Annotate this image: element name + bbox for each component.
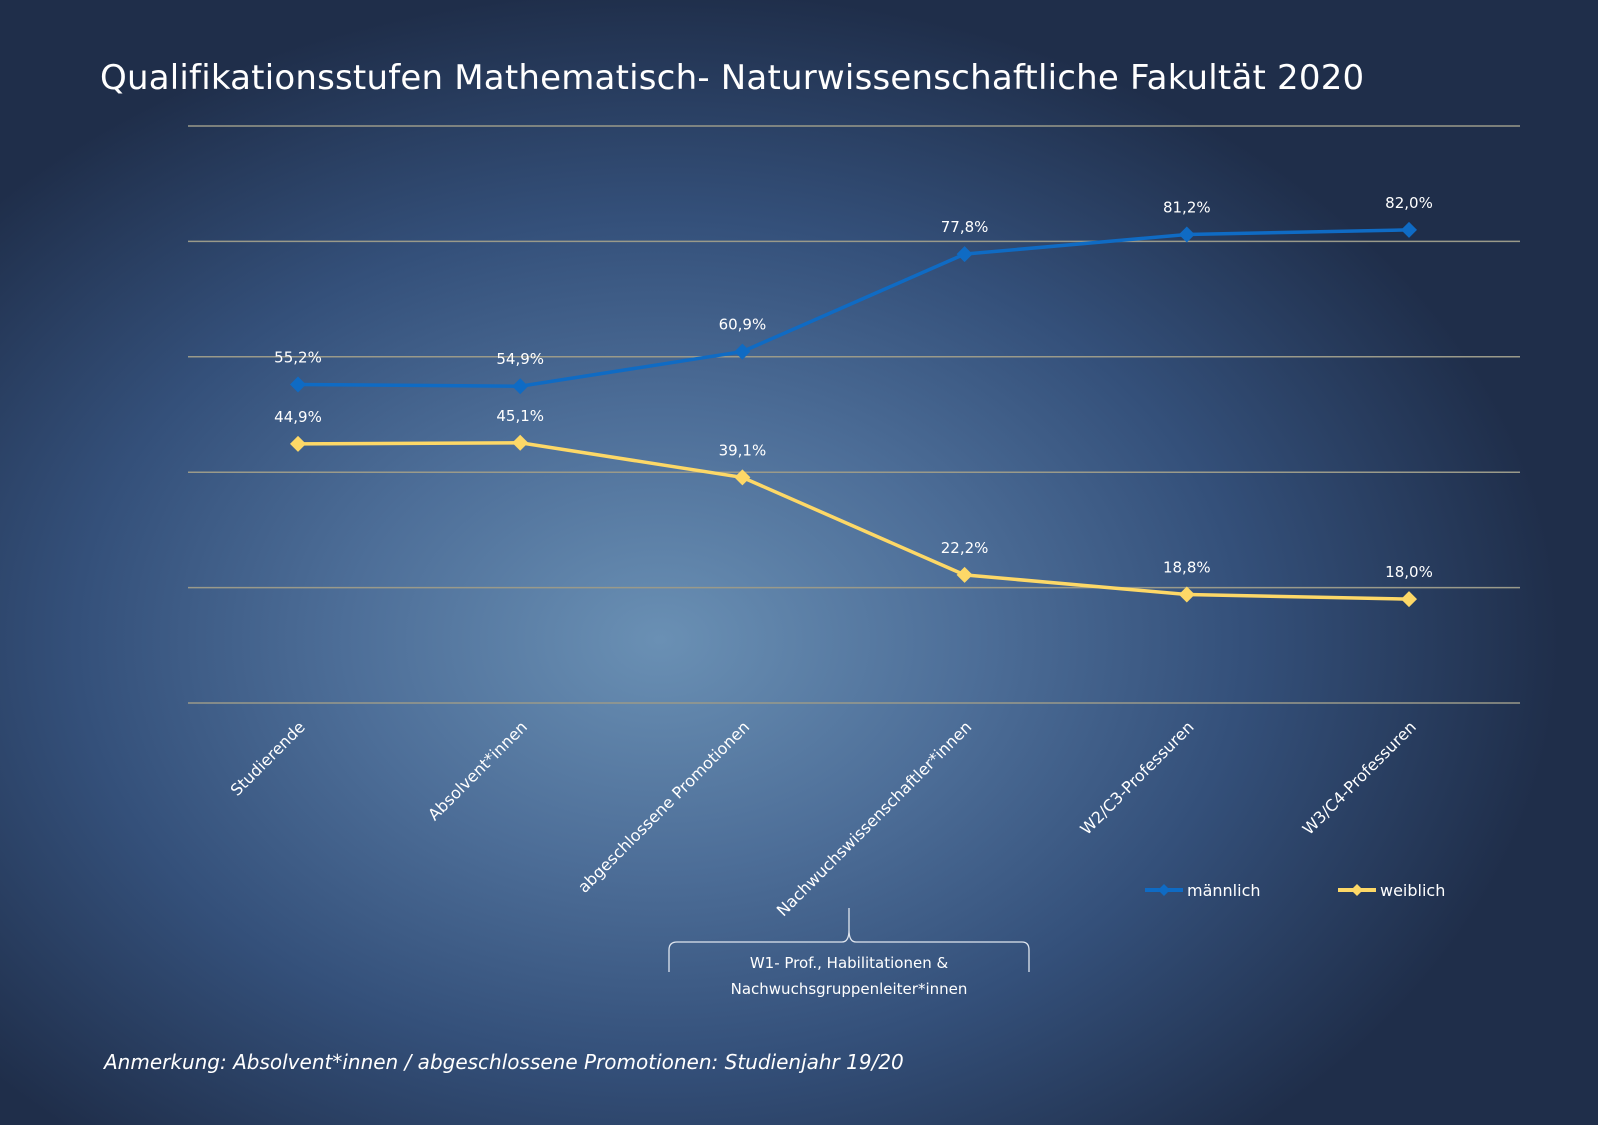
data-point (290, 435, 306, 452)
data-point (1178, 226, 1195, 243)
x-tick-label: abgeschlossene Promotionen (574, 717, 753, 896)
data-label: 22,2% (941, 539, 989, 557)
chart-title: Qualifikationsstufen Mathematisch- Natur… (100, 58, 1365, 98)
data-label: 55,2% (274, 348, 322, 366)
data-point (734, 469, 751, 486)
data-point (290, 376, 306, 393)
data-point (956, 566, 973, 583)
legend-marker (1158, 884, 1170, 896)
data-label: 18,0% (1385, 563, 1433, 581)
series-line-männlich (297, 228, 1410, 388)
x-tick-label: Studierende (227, 717, 309, 799)
data-point (1401, 591, 1417, 608)
annotation-line-2: Nachwuchsgruppenleiter*innen (730, 980, 968, 998)
annotation-line-1: W1- Prof., Habilitationen & (749, 954, 949, 972)
data-label: 45,1% (496, 407, 544, 425)
data-label: 44,9% (274, 408, 322, 426)
legend-label: männlich (1187, 881, 1261, 900)
data-point (1178, 586, 1195, 603)
x-tick-label: Nachwuchswissenschaftler*innen (773, 717, 976, 920)
data-point (734, 343, 751, 360)
data-point (512, 434, 529, 451)
data-label: 18,8% (1163, 559, 1211, 577)
bracket (668, 908, 1030, 972)
data-point (956, 246, 973, 263)
data-point (512, 378, 529, 395)
bracket-annotation: W1- Prof., Habilitationen & Nachwuchsgru… (668, 950, 1030, 1002)
data-point (1401, 221, 1417, 238)
x-tick-label: Absolvent*innen (424, 717, 531, 824)
data-label: 60,9% (719, 316, 767, 334)
x-tick-label: W2/C3-Professuren (1076, 717, 1197, 838)
legend-label: weiblich (1380, 881, 1445, 900)
data-label: 82,0% (1385, 194, 1433, 212)
x-tick-label: W3/C4-Professuren (1299, 717, 1420, 838)
legend-marker (1351, 884, 1363, 896)
data-label: 54,9% (496, 350, 544, 368)
data-label: 39,1% (719, 441, 767, 459)
footnote: Anmerkung: Absolvent*innen / abgeschloss… (104, 1050, 904, 1074)
series-line-weiblich (297, 441, 1410, 601)
data-label: 77,8% (941, 218, 989, 236)
data-label: 81,2% (1163, 198, 1211, 216)
